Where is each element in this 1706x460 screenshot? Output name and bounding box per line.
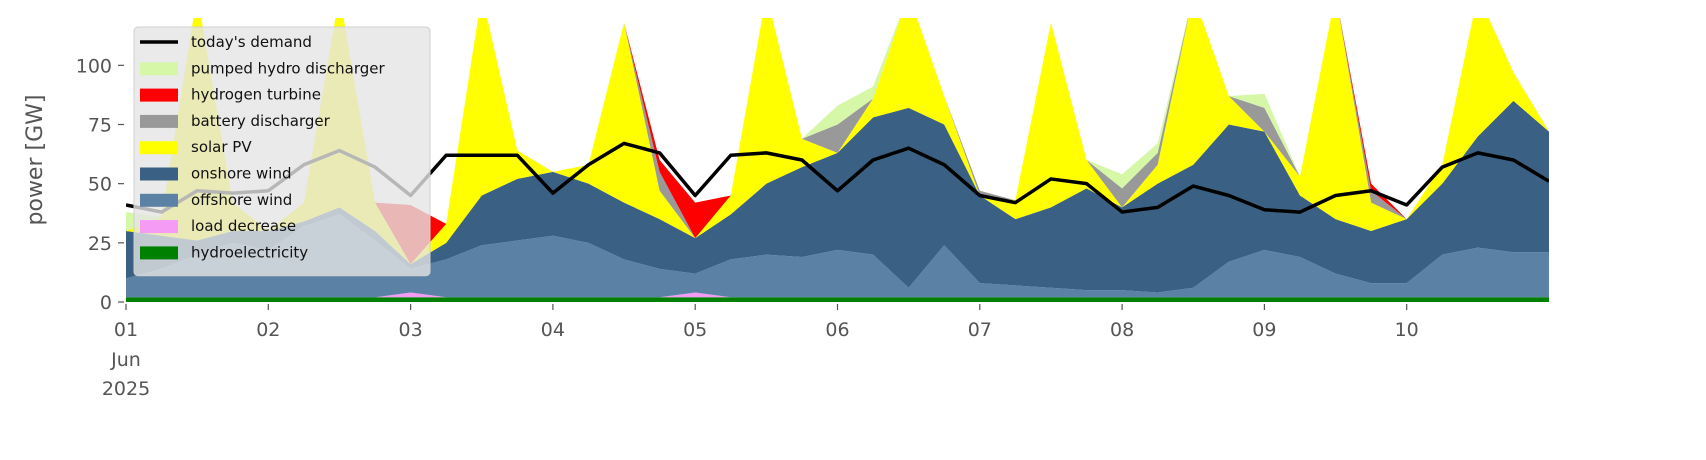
x-tick-sublabel: Jun <box>110 349 141 371</box>
area <box>126 214 1549 298</box>
area <box>126 100 1549 293</box>
legend-swatch <box>140 167 178 181</box>
x-tick-label: 07 <box>968 319 992 341</box>
y-tick-label: 75 <box>88 115 112 137</box>
legend-label: pumped hydro discharger <box>191 59 385 77</box>
legend-swatch <box>140 141 178 155</box>
legend-swatch <box>140 114 178 128</box>
legend-label: today's demand <box>191 33 312 51</box>
y-axis-label: power [GW] <box>23 95 48 226</box>
x-tick-label: 04 <box>541 319 565 341</box>
legend-swatch <box>140 246 178 260</box>
x-tick-label: 09 <box>1252 319 1276 341</box>
y-tick-label: 50 <box>88 174 112 196</box>
legend-swatch <box>140 220 178 234</box>
x-tick-label: 05 <box>683 319 707 341</box>
area <box>126 292 1549 298</box>
legend-swatch <box>140 88 178 102</box>
x-tick-label: 10 <box>1395 319 1419 341</box>
x-tick-label: 08 <box>1110 319 1134 341</box>
y-tick-label: 0 <box>100 292 112 314</box>
legend-box <box>133 26 431 277</box>
legend-label: hydrogen turbine <box>191 86 321 104</box>
legend-label: solar PV <box>191 138 252 156</box>
y-tick-label: 100 <box>76 55 112 77</box>
area <box>126 18 1549 265</box>
legend-label: load decrease <box>191 217 296 235</box>
area <box>126 18 1549 265</box>
x-tick-label: 06 <box>825 319 849 341</box>
legend-swatch <box>140 193 178 207</box>
y-tick-label: 25 <box>88 233 112 255</box>
legend-label: battery discharger <box>191 112 331 130</box>
legend-label: onshore wind <box>191 165 291 183</box>
x-tick-label: 03 <box>399 319 423 341</box>
legend-label: hydroelectricity <box>191 243 308 261</box>
x-tick-label: 01 <box>114 319 138 341</box>
area <box>126 18 1549 231</box>
legend-swatch <box>140 62 178 76</box>
legend-label: offshore wind <box>191 191 292 209</box>
area <box>126 297 1549 302</box>
x-tick-label: 02 <box>256 319 280 341</box>
x-tick-sublabel: 2025 <box>102 378 150 400</box>
